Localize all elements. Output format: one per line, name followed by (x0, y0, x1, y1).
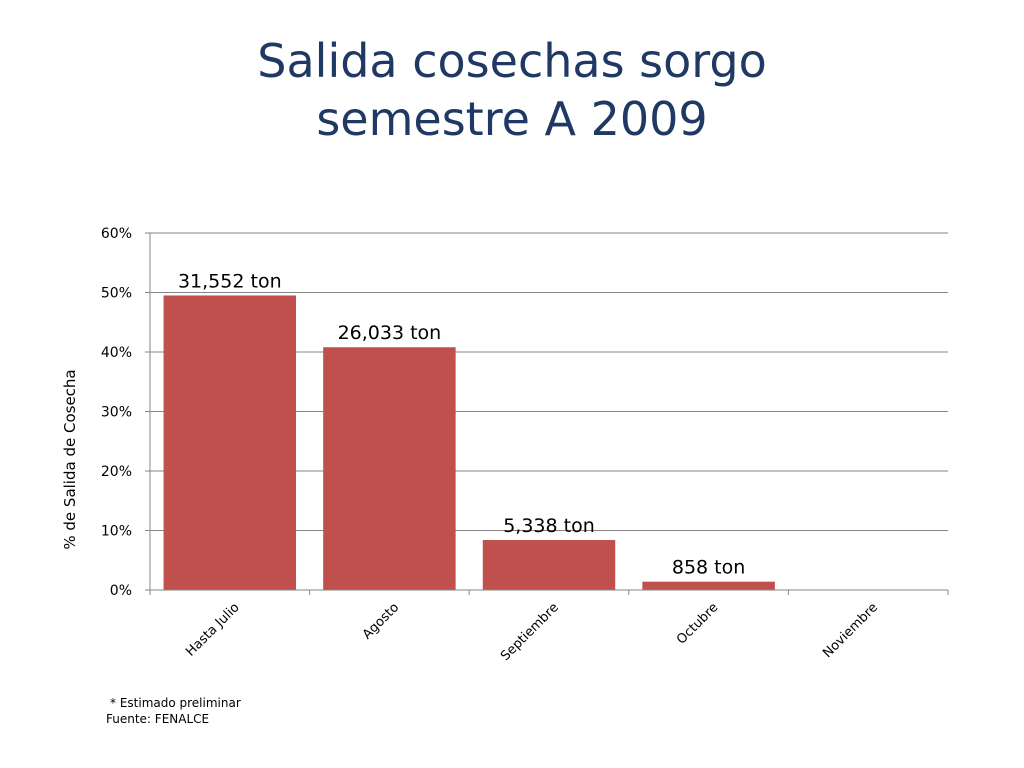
y-tick-label: 40% (101, 345, 132, 361)
slide-title: Salida cosechas sorgo semestre A 2009 (0, 32, 1024, 148)
slide-title-line-1: Salida cosechas sorgo (257, 34, 767, 88)
bar-septiembre (482, 540, 616, 590)
bars (163, 295, 775, 590)
slide-title-line-2: semestre A 2009 (316, 92, 708, 146)
y-tick-label: 30% (101, 405, 132, 421)
x-tick-label: Septiembre (498, 600, 562, 664)
y-tick-label: 50% (101, 286, 132, 302)
data-label: 26,033 ton (338, 322, 442, 344)
bar-octubre (642, 581, 775, 590)
x-tick-label: Noviembre (820, 600, 881, 661)
bar-hasta-julio (163, 295, 297, 590)
data-label: 5,338 ton (503, 515, 595, 537)
footnote-source: Fuente: FENALCE (106, 712, 210, 726)
y-tick-label: 0% (110, 583, 132, 599)
x-tick-label: Hasta Julio (183, 600, 242, 659)
footnote-estimate: * Estimado preliminar (110, 696, 241, 710)
footnote: * Estimado preliminar Fuente: FENALCE (106, 695, 241, 727)
y-axis-title: % de Salida de Cosecha (61, 369, 79, 549)
bar-agosto (323, 347, 456, 590)
y-tick-label: 60% (101, 226, 132, 242)
x-tick-label: Octubre (674, 600, 721, 647)
x-tick-label: Agosto (360, 600, 402, 642)
data-label: 31,552 ton (178, 270, 282, 292)
axes (145, 232, 949, 595)
y-tick-label: 20% (101, 464, 132, 480)
data-label: 858 ton (672, 557, 745, 579)
y-tick-label: 10% (101, 524, 132, 540)
